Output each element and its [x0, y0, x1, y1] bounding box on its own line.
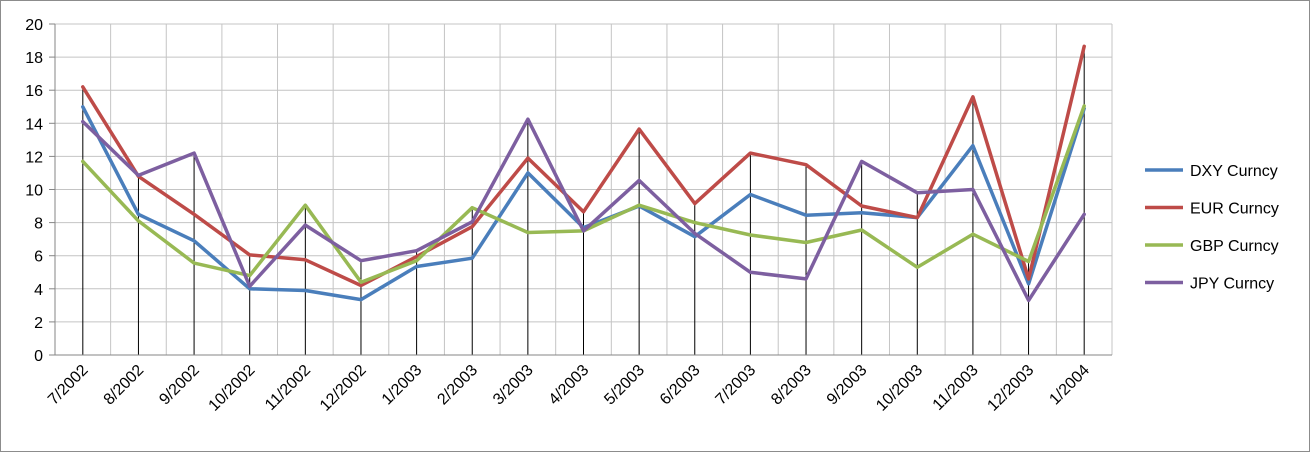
series-line-1 [81, 44, 1086, 288]
x-tick-label: 12/2003 [984, 362, 1037, 415]
x-tick-label: 10/2002 [206, 362, 259, 415]
legend-label: DXY Curncy [1190, 163, 1278, 180]
x-tick-label: 11/2003 [930, 362, 982, 414]
x-tick-label: 8/2002 [101, 362, 148, 409]
y-tick-label: 12 [25, 149, 43, 166]
y-tick-label: 0 [34, 348, 43, 365]
y-tick-label: 18 [25, 50, 43, 67]
y-tick-label: 14 [25, 116, 43, 133]
axes [49, 23, 1112, 356]
x-tick-label: 3/2003 [490, 362, 537, 409]
y-tick-label: 2 [34, 315, 43, 332]
x-tick-labels: 7/2002 8/2002 9/2002 10/2002 11/2002 12/2002 1… [45, 362, 1093, 415]
y-tick-label: 10 [25, 183, 43, 200]
series-lines [81, 44, 1086, 303]
x-tick-label: 9/2003 [824, 362, 871, 409]
x-tick-label: 4/2003 [546, 362, 593, 409]
y-tick-label: 6 [34, 249, 43, 266]
y-tick-labels: 0 2 4 6 8 10 12 14 16 18 20 [25, 17, 43, 365]
x-tick-label: 11/2002 [262, 362, 314, 414]
drop-lines [82, 46, 1085, 355]
y-tick-label: 4 [34, 282, 43, 299]
x-tick-label: 1/2004 [1046, 362, 1093, 409]
x-tick-label: 8/2003 [768, 362, 815, 409]
legend-label: EUR Curncy [1190, 201, 1279, 218]
x-tick-label: 10/2003 [873, 362, 926, 415]
x-tick-label: 2/2003 [434, 362, 481, 409]
legend: DXY Curncy EUR Curncy GBP Curncy JPY Curncy [1145, 163, 1279, 293]
x-tick-label: 7/2003 [713, 362, 760, 409]
series-line-3 [81, 117, 1086, 303]
x-tick-label: 9/2002 [156, 362, 203, 409]
y-tick-label: 20 [25, 17, 43, 34]
x-tick-label: 6/2003 [657, 362, 704, 409]
y-tick-label: 16 [25, 83, 43, 100]
x-tick-label: 7/2002 [45, 362, 92, 409]
x-tick-label: 1/2003 [379, 362, 426, 409]
legend-label: GBP Curncy [1190, 238, 1279, 255]
x-tick-label: 12/2002 [317, 362, 370, 415]
y-tick-label: 8 [34, 216, 43, 233]
legend-label: JPY Curncy [1190, 276, 1274, 293]
x-tick-label: 5/2003 [601, 362, 648, 409]
